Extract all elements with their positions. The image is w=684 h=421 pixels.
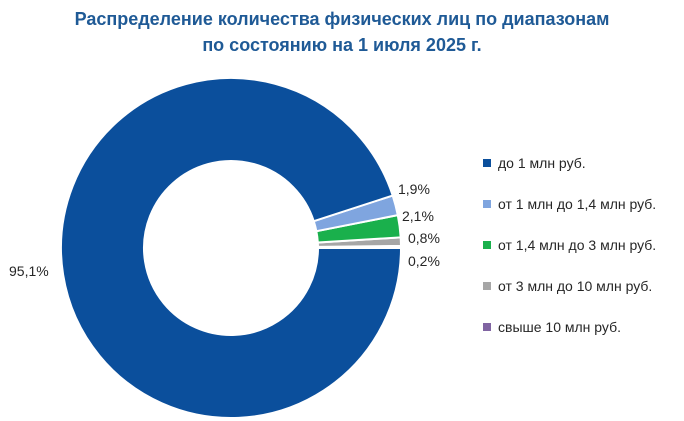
legend-swatch-icon [483,200,491,208]
data-label-1m-1-4m: 1,9% [398,181,430,197]
legend-item-3m-10m: от 3 млн до 10 млн руб. [483,276,656,296]
data-label-over-10m: 0,2% [408,253,440,269]
data-label-1-4m-3m: 2,1% [402,208,434,224]
legend-label: от 1 млн до 1,4 млн руб. [498,196,657,212]
legend-label: до 1 млн руб. [498,155,586,171]
legend-swatch-icon [483,159,491,167]
donut-slices [60,77,403,419]
legend-item-1-4m-3m: от 1,4 млн до 3 млн руб. [483,235,656,255]
legend-label: от 3 млн до 10 млн руб. [498,278,653,294]
chart-legend: до 1 млн руб. от 1 млн до 1,4 млн руб. о… [483,153,656,358]
legend-swatch-icon [483,323,491,331]
legend-item-1m-1-4m: от 1 млн до 1,4 млн руб. [483,194,656,214]
data-label-up-to-1m: 95,1% [9,263,49,279]
legend-label: от 1,4 млн до 3 млн руб. [498,237,657,253]
chart-title-line1: Распределение количества физических лиц … [74,9,610,29]
legend-label: свыше 10 млн руб. [498,319,621,335]
legend-item-over-10m: свыше 10 млн руб. [483,317,656,337]
chart-title-line2: по состоянию на 1 июля 2025 г. [202,35,482,55]
donut-slice-0 [60,77,403,419]
chart-title: Распределение количества физических лиц … [0,6,684,58]
data-label-3m-10m: 0,8% [408,230,440,246]
legend-item-up-to-1m: до 1 млн руб. [483,153,656,173]
legend-swatch-icon [483,282,491,290]
legend-swatch-icon [483,241,491,249]
